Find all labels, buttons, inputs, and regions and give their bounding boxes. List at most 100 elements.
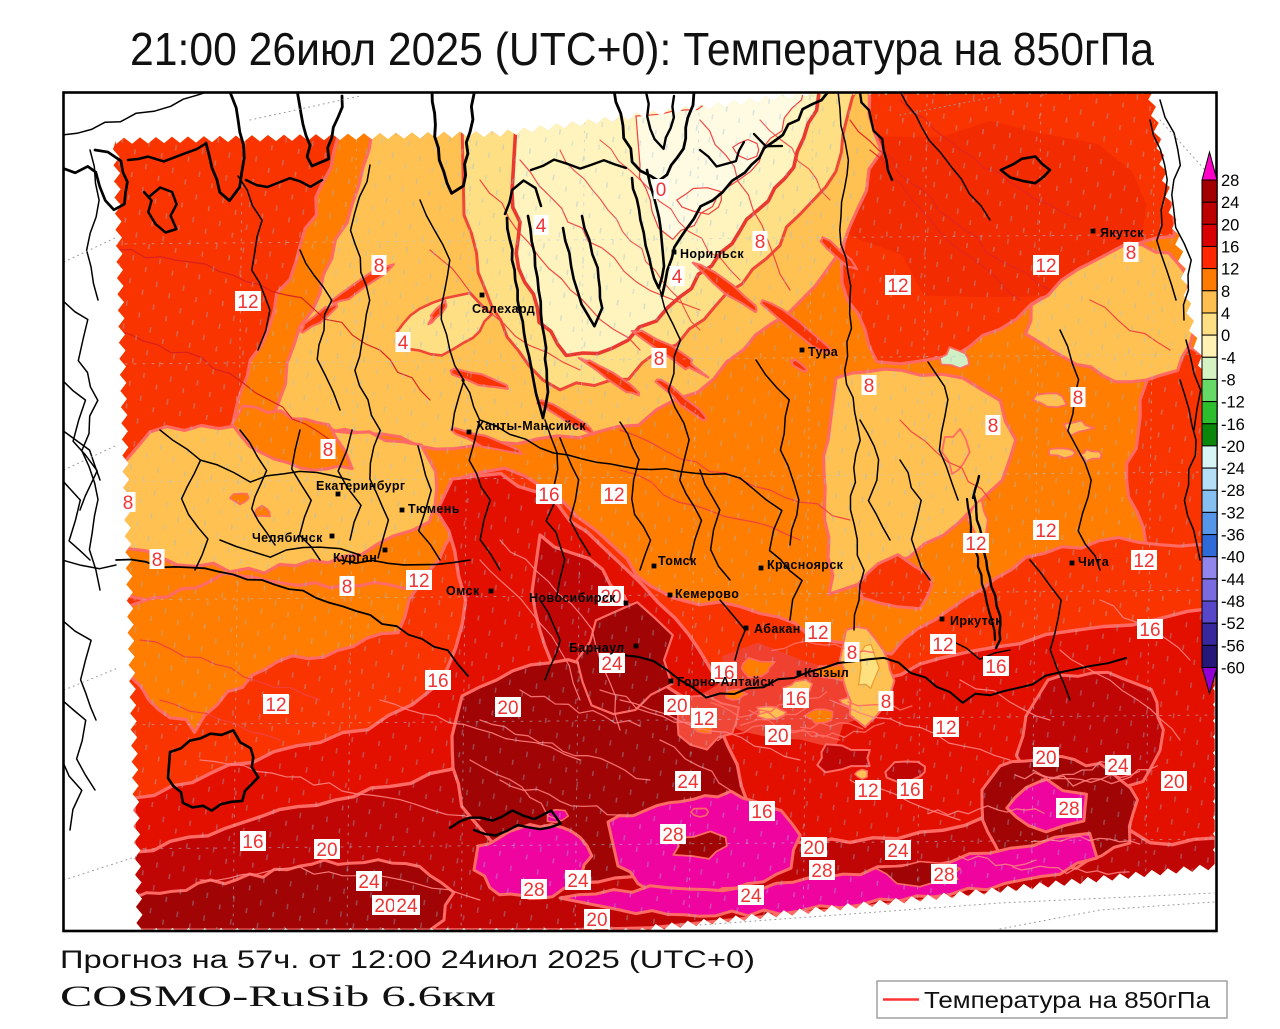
svg-text:16: 16 (1139, 620, 1160, 641)
svg-text:Красноярск: Красноярск (767, 558, 844, 572)
svg-text:20: 20 (803, 838, 824, 859)
svg-text:8: 8 (654, 349, 665, 370)
svg-text:12: 12 (265, 695, 286, 716)
svg-text:16: 16 (751, 802, 772, 823)
svg-text:28: 28 (1058, 799, 1079, 820)
svg-text:24: 24 (887, 841, 909, 862)
svg-text:Барнаул: Барнаул (569, 641, 625, 655)
svg-text:28: 28 (1221, 172, 1239, 190)
svg-text:12: 12 (935, 718, 956, 739)
svg-text:Чита: Чита (1078, 555, 1110, 569)
svg-text:8: 8 (847, 643, 858, 664)
svg-text:Прогноз на 57ч. от 12:00 24июл: Прогноз на 57ч. от 12:00 24июл 2025 (UTC… (60, 946, 755, 974)
svg-text:16: 16 (1221, 239, 1239, 257)
svg-text:8: 8 (881, 692, 892, 713)
svg-text:Кемерово: Кемерово (675, 587, 739, 601)
svg-text:0: 0 (656, 180, 667, 201)
svg-text:8: 8 (342, 577, 353, 598)
svg-text:-8: -8 (1221, 371, 1236, 389)
svg-text:12: 12 (603, 485, 624, 506)
svg-text:28: 28 (662, 825, 683, 846)
svg-text:20: 20 (586, 910, 607, 931)
svg-text:24: 24 (601, 654, 623, 675)
svg-text:16: 16 (985, 657, 1006, 678)
svg-text:12: 12 (857, 781, 878, 802)
svg-text:28: 28 (933, 865, 954, 886)
svg-text:20: 20 (666, 696, 687, 717)
svg-text:12: 12 (1035, 256, 1056, 277)
svg-text:Абакан: Абакан (754, 622, 801, 636)
svg-text:8: 8 (988, 416, 999, 437)
svg-text:12: 12 (1133, 551, 1154, 572)
svg-text:16: 16 (785, 689, 806, 710)
svg-text:-52: -52 (1221, 615, 1245, 633)
svg-text:24: 24 (358, 872, 380, 893)
svg-text:Новосибирск: Новосибирск (529, 591, 616, 605)
svg-text:20: 20 (600, 587, 621, 608)
svg-text:Горно-Алтайск: Горно-Алтайск (677, 675, 775, 689)
svg-text:-16: -16 (1221, 416, 1245, 434)
svg-text:8: 8 (123, 493, 134, 514)
svg-text:24: 24 (1221, 194, 1239, 212)
svg-text:-24: -24 (1221, 460, 1245, 478)
svg-text:24: 24 (740, 886, 762, 907)
svg-text:Тура: Тура (808, 345, 839, 359)
svg-text:8: 8 (755, 232, 766, 253)
svg-text:-32: -32 (1221, 504, 1245, 522)
svg-text:4: 4 (672, 267, 683, 288)
svg-text:12: 12 (887, 276, 908, 297)
svg-text:28: 28 (811, 861, 832, 882)
svg-text:28: 28 (523, 880, 544, 901)
svg-text:0: 0 (1221, 327, 1230, 345)
svg-text:24: 24 (567, 871, 589, 892)
svg-text:20: 20 (1035, 748, 1056, 769)
svg-text:16: 16 (899, 780, 920, 801)
svg-text:24: 24 (396, 896, 418, 917)
svg-text:8: 8 (1073, 388, 1084, 409)
svg-text:12: 12 (807, 623, 828, 644)
svg-text:8: 8 (374, 256, 385, 277)
svg-text:Норильск: Норильск (680, 247, 744, 261)
svg-text:21:00 26июл 2025 (UTC+0): Темп: 21:00 26июл 2025 (UTC+0): Температура на… (130, 23, 1154, 75)
svg-text:16: 16 (713, 663, 734, 684)
svg-text:Тюмень: Тюмень (408, 502, 460, 516)
svg-text:8: 8 (1126, 243, 1137, 264)
svg-text:8: 8 (1221, 283, 1230, 301)
svg-text:20: 20 (767, 726, 788, 747)
svg-text:20: 20 (1163, 772, 1184, 793)
svg-text:8: 8 (323, 440, 334, 461)
svg-text:COSMO-RuSib 6.6км: COSMO-RuSib 6.6км (60, 980, 496, 1013)
svg-text:-44: -44 (1221, 571, 1245, 589)
svg-text:-28: -28 (1221, 482, 1245, 500)
svg-text:Курган: Курган (333, 551, 377, 565)
svg-text:-20: -20 (1221, 438, 1245, 456)
svg-text:24: 24 (677, 772, 699, 793)
svg-text:Омск: Омск (446, 584, 480, 598)
svg-text:8: 8 (864, 376, 875, 397)
svg-text:12: 12 (1035, 521, 1056, 542)
svg-text:Ханты-Мансийск: Ханты-Мансийск (476, 419, 586, 433)
svg-text:Температура на 850гПа: Температура на 850гПа (924, 987, 1210, 1013)
svg-text:-12: -12 (1221, 394, 1245, 412)
svg-text:Салехард: Салехард (472, 302, 535, 316)
svg-text:4: 4 (398, 333, 409, 354)
svg-text:16: 16 (427, 671, 448, 692)
svg-text:-4: -4 (1221, 349, 1236, 367)
svg-text:12: 12 (965, 534, 986, 555)
svg-text:12: 12 (408, 571, 429, 592)
svg-text:20: 20 (1221, 216, 1239, 234)
svg-text:-56: -56 (1221, 637, 1245, 655)
svg-text:12: 12 (693, 709, 714, 730)
svg-text:12: 12 (932, 635, 953, 656)
svg-text:-48: -48 (1221, 593, 1245, 611)
svg-text:4: 4 (536, 216, 547, 237)
svg-text:20: 20 (374, 896, 395, 917)
svg-text:-60: -60 (1221, 660, 1245, 678)
svg-text:16: 16 (242, 832, 263, 853)
svg-text:24: 24 (1107, 756, 1129, 777)
svg-text:8: 8 (152, 550, 163, 571)
svg-text:Томск: Томск (658, 554, 697, 568)
svg-text:Екатеринбург: Екатеринбург (316, 479, 405, 493)
svg-text:-36: -36 (1221, 527, 1245, 545)
svg-text:Кызыл: Кызыл (804, 666, 849, 680)
